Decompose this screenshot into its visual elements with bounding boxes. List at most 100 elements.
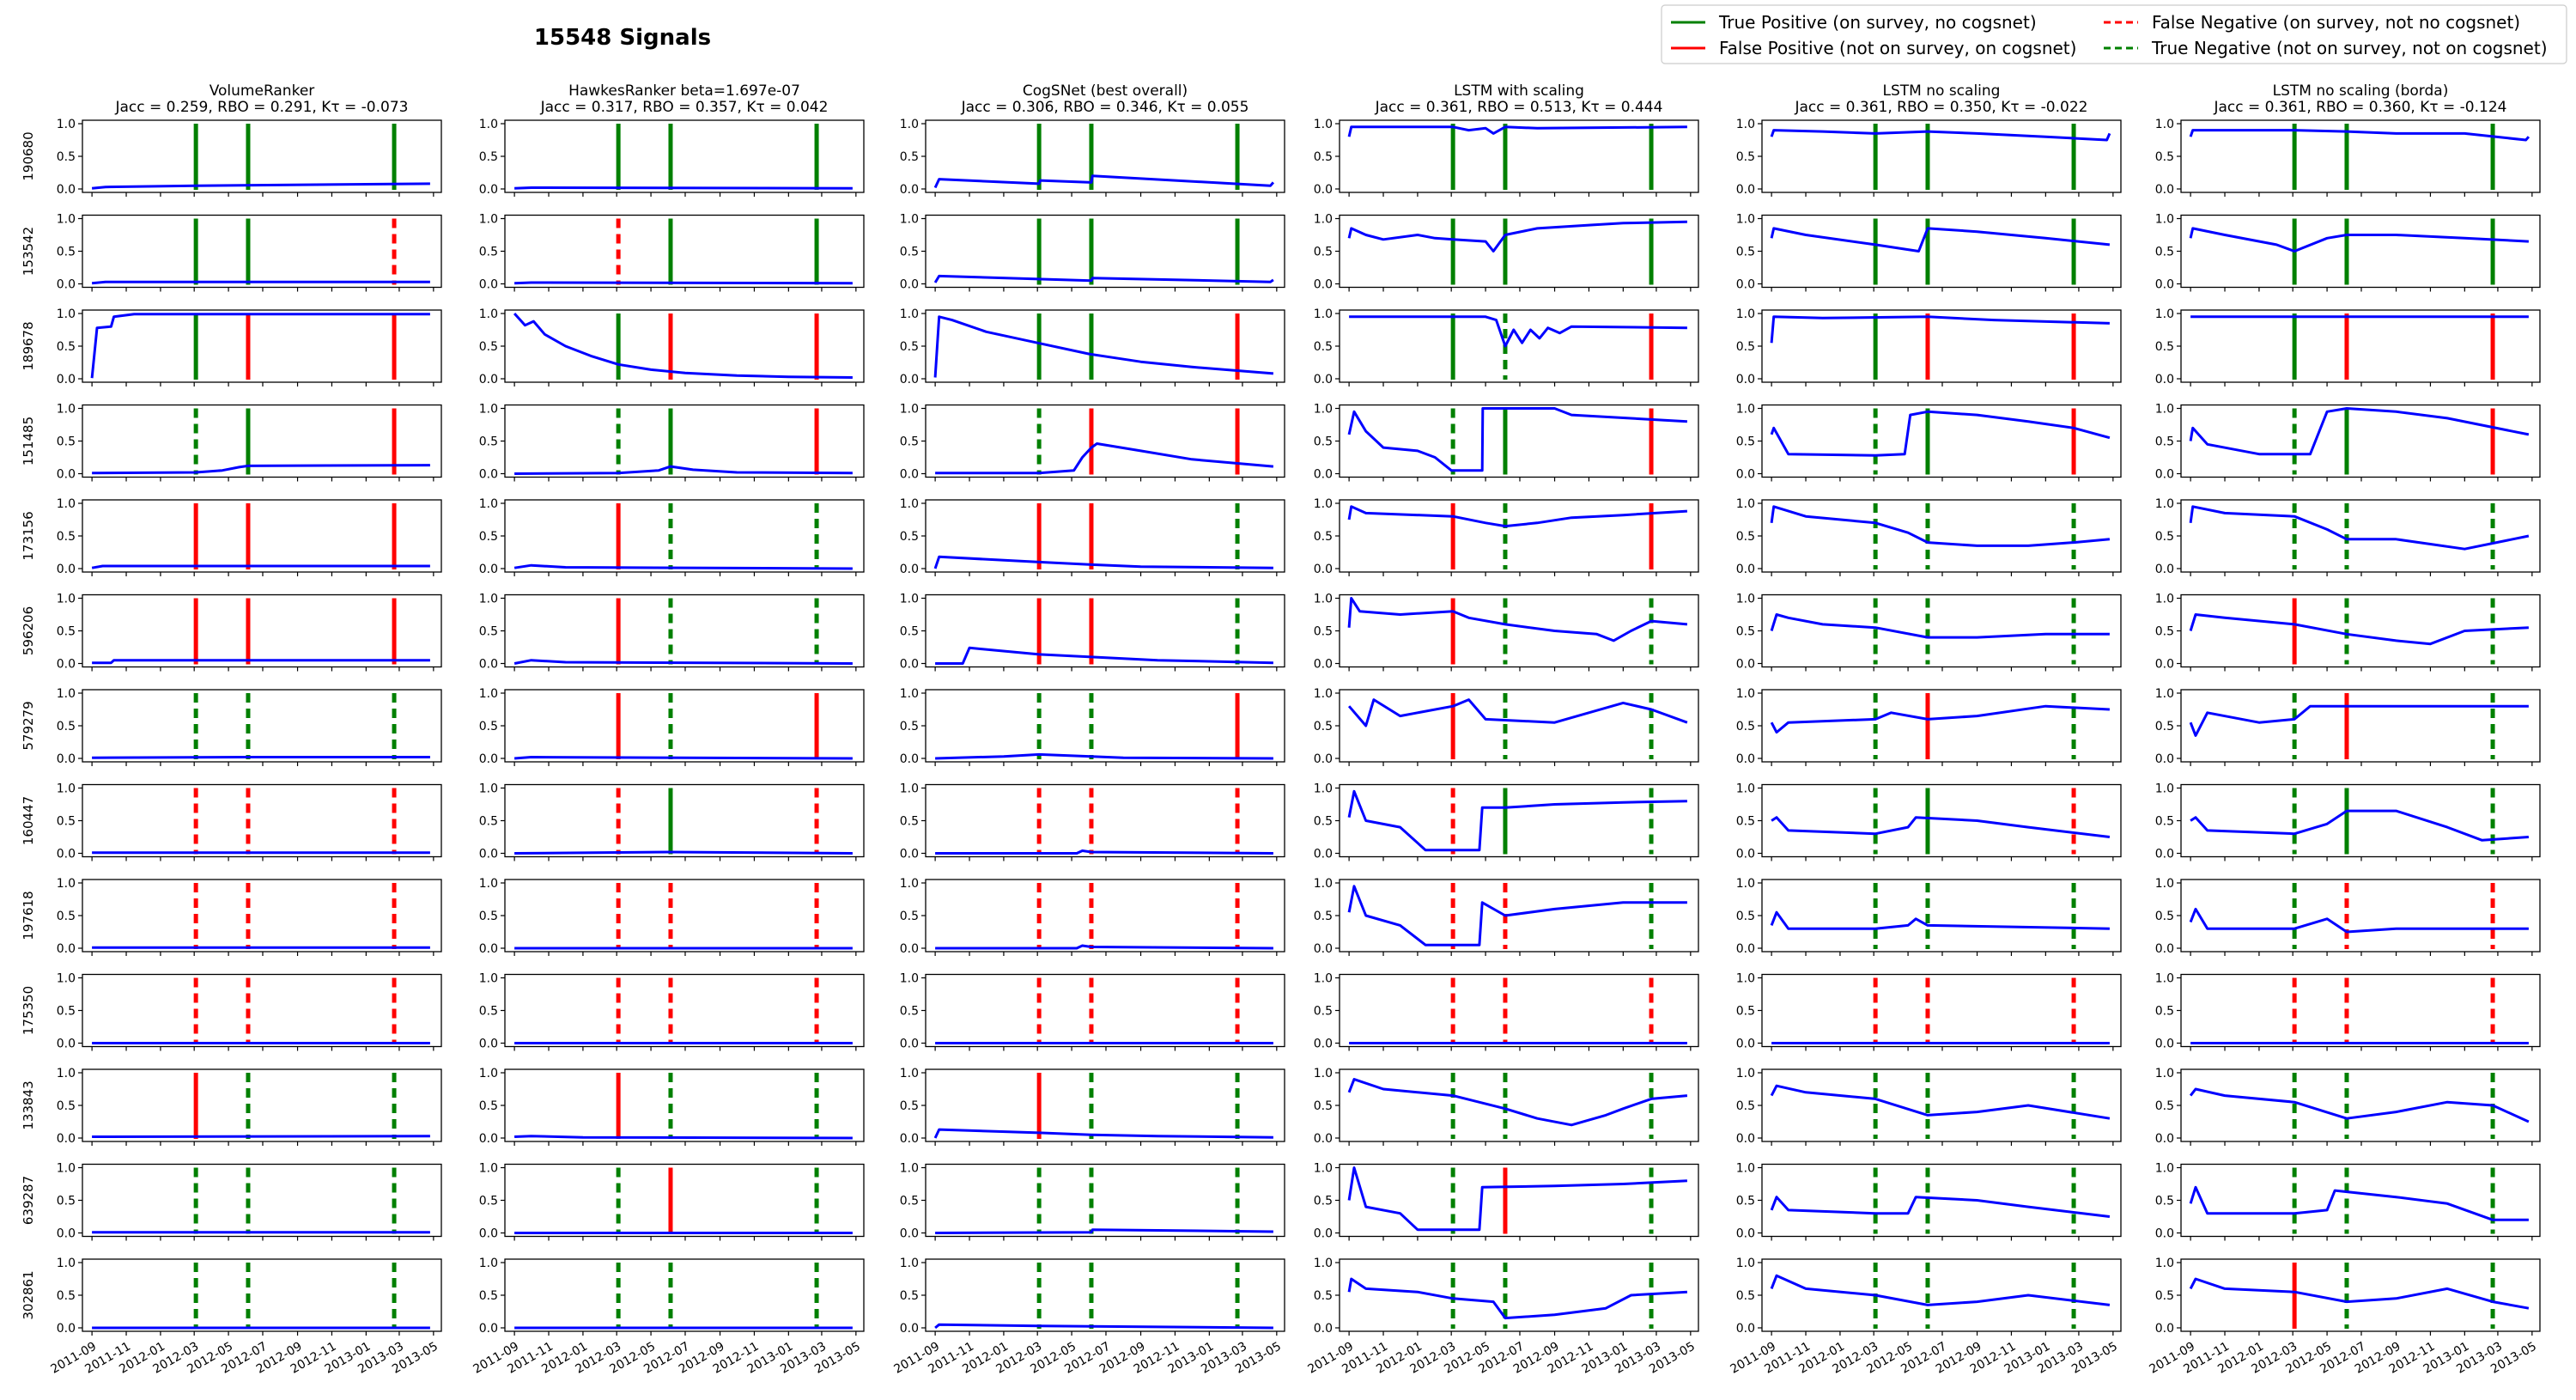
subplot-frame (1761, 1258, 2122, 1332)
y-tick-label: 0.5 (900, 1195, 919, 1208)
subplot: 0.0 0.5 1.0 (1736, 593, 2122, 672)
y-tick-label: 0.0 (1314, 373, 1333, 387)
y-tick-label: 1.0 (2155, 213, 2174, 227)
y-tick-label: 0.5 (2155, 1289, 2174, 1303)
subplot: 0.0 0.5 1.0 (479, 497, 865, 576)
y-tick-label: 0.0 (57, 1038, 76, 1051)
y-tick-label: 0.0 (1736, 183, 1755, 197)
y-tick-label: 0.5 (1314, 340, 1333, 354)
y-tick-label: 0.0 (1314, 183, 1333, 197)
y-tick-label: 1.0 (479, 497, 498, 511)
y-tick-label: 0.5 (479, 1099, 498, 1113)
y-tick-label: 1.0 (479, 403, 498, 417)
subplot: 0.0 0.5 1.0 (1314, 213, 1699, 292)
y-tick-label: 1.0 (1736, 307, 1755, 321)
y-tick-label: 1.0 (900, 403, 919, 417)
row-label: 133843 (21, 1080, 36, 1129)
signal-line (1347, 1277, 1687, 1320)
y-tick-label: 0.0 (1314, 468, 1333, 482)
subplot: 0.0 0.5 1.0 160447 (21, 782, 442, 861)
signal-line (1770, 910, 2110, 930)
y-tick-label: 0.0 (1736, 278, 1755, 292)
subplot: 0.0 0.5 1.0 596206 (21, 593, 442, 672)
y-tick-label: 0.0 (1314, 1322, 1333, 1336)
subplot: 0.0 0.5 1.0 (900, 497, 1285, 576)
subplot-frame (82, 973, 442, 1048)
y-tick-label: 1.0 (479, 213, 498, 227)
y-tick-label: 0.0 (1736, 373, 1755, 387)
subplot-frame (2180, 214, 2541, 289)
y-tick-label: 0.0 (900, 1227, 919, 1241)
subplot: 0.0 0.5 1.0 (2155, 213, 2541, 292)
row-label: 173156 (21, 511, 36, 560)
y-tick-label: 0.5 (2155, 530, 2174, 544)
row-label: 153542 (21, 227, 36, 276)
y-tick-label: 0.0 (57, 468, 76, 482)
y-tick-label: 0.5 (900, 625, 919, 639)
y-tick-label: 0.5 (2155, 340, 2174, 354)
y-tick-label: 0.0 (900, 752, 919, 766)
y-tick-label: 0.5 (57, 720, 76, 733)
signal-line (91, 564, 430, 569)
y-tick-label: 1.0 (479, 1067, 498, 1080)
signal-line (935, 1228, 1273, 1234)
subplot: 0.0 0.5 1.0 151485 (21, 403, 442, 482)
y-tick-label: 1.0 (2155, 307, 2174, 321)
y-tick-label: 1.0 (2155, 497, 2174, 511)
y-tick-label: 1.0 (57, 877, 76, 891)
y-tick-label: 0.0 (479, 1132, 498, 1146)
signal-line (1770, 704, 2110, 734)
subplot-frame (504, 593, 865, 668)
subplot-frame (504, 973, 865, 1048)
legend-box (1661, 4, 2567, 64)
subplot-frame (504, 499, 865, 573)
subplot-frame (82, 119, 442, 193)
subplot-frame (1761, 689, 2122, 763)
subplot: 0.00.51.02011-092011-112012-012012-03201… (471, 1257, 865, 1377)
y-tick-label: 0.5 (479, 150, 498, 164)
subplot: 0.0 0.5 1.0 (479, 877, 865, 956)
subplot: 0.0 0.5 1.0 (2155, 593, 2541, 672)
subplot: 0.00.51.02011-092011-112012-012012-03201… (21, 1257, 442, 1377)
y-tick-label: 1.0 (1314, 1067, 1333, 1080)
signal-line (1349, 315, 1687, 348)
subplot: 0.0 0.5 1.0 (1736, 1067, 2122, 1146)
y-tick-label: 0.5 (479, 720, 498, 733)
y-tick-label: 0.0 (1314, 848, 1333, 861)
y-tick-label: 1.0 (900, 687, 919, 701)
signal-line (933, 315, 1274, 378)
signal-line (91, 280, 430, 285)
y-tick-label: 1.0 (2155, 1162, 2174, 1176)
subplot-frame (82, 1258, 442, 1332)
subplot: 0.0 0.5 1.0 190680 (21, 118, 442, 197)
column-metrics: Jacc = 0.306, RBO = 0.346, Kτ = 0.055 (961, 99, 1249, 116)
subplot: 0.0 0.5 1.0 639287 (21, 1162, 442, 1241)
subplot-frame (2180, 879, 2541, 953)
subplot-frame (504, 119, 865, 193)
subplot: 0.00.51.02011-092011-112012-012012-03201… (2147, 1257, 2541, 1377)
subplot-frame (925, 1163, 1285, 1238)
subplot-frame (82, 689, 442, 763)
y-tick-label: 0.5 (57, 910, 76, 923)
y-tick-label: 1.0 (2155, 877, 2174, 891)
y-tick-label: 0.5 (57, 246, 76, 259)
y-tick-label: 0.0 (1736, 468, 1755, 482)
signal-line (935, 442, 1274, 475)
subplot: 0.0 0.5 1.0 (900, 593, 1285, 672)
y-tick-label: 0.0 (57, 1227, 76, 1241)
y-tick-label: 0.0 (900, 563, 919, 576)
y-tick-label: 0.0 (2155, 468, 2174, 482)
y-tick-label: 0.0 (1314, 658, 1333, 672)
subplot-frame (1761, 973, 2122, 1048)
y-tick-label: 1.0 (900, 307, 919, 321)
signal-line (935, 944, 1273, 950)
y-tick-label: 0.5 (57, 1195, 76, 1208)
subplot-frame (2180, 499, 2541, 573)
subplot-frame (2180, 689, 2541, 763)
y-tick-label: 0.5 (2155, 815, 2174, 829)
signal-line (2189, 227, 2529, 253)
legend-label-tn: True Negative (not on survey, not on cog… (2151, 38, 2548, 58)
